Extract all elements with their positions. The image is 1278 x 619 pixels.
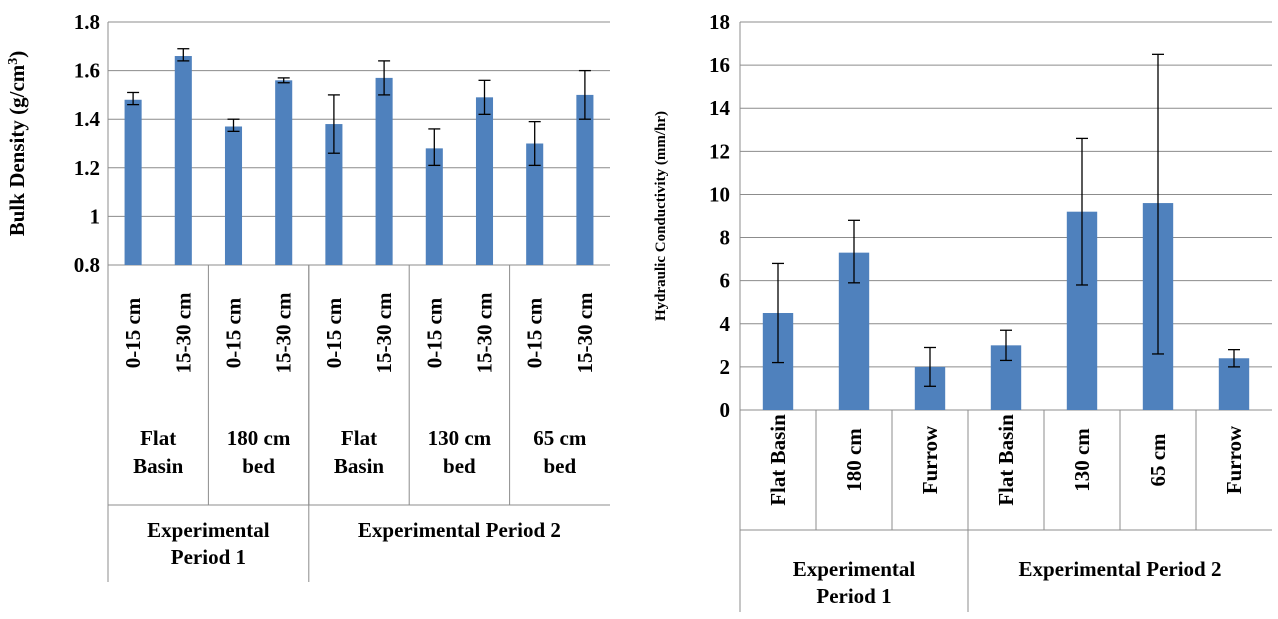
- period-label: Experimental Period 2: [358, 518, 561, 542]
- y-axis-label: Hydraulic Conductivity (mm/hr): [653, 111, 669, 321]
- group-label: 130 cm: [428, 426, 492, 450]
- period-label: Experimental: [793, 557, 916, 581]
- bar: [476, 97, 493, 265]
- y-tick-label: 0: [720, 398, 731, 422]
- category-label: 65 cm: [1146, 433, 1170, 487]
- category-label: 0-15 cm: [322, 297, 346, 368]
- y-tick-label: 18: [709, 10, 730, 34]
- period-label: Period 1: [171, 545, 246, 569]
- y-tick-label: 1.2: [74, 156, 100, 180]
- group-label: bed: [443, 454, 476, 478]
- y-tick-label: 0.8: [74, 253, 100, 277]
- category-label: 0-15 cm: [523, 297, 547, 368]
- category-label: 15-30 cm: [272, 292, 296, 374]
- y-axis-label: Bulk Density (g/cm3): [5, 51, 29, 237]
- category-label: 180 cm: [842, 428, 866, 492]
- period-label: Experimental Period 2: [1019, 557, 1222, 581]
- y-tick-label: 12: [709, 139, 730, 163]
- category-label: 15-30 cm: [573, 292, 597, 374]
- group-label: 65 cm: [533, 426, 587, 450]
- category-label: 15-30 cm: [372, 292, 396, 374]
- bar: [225, 126, 242, 265]
- category-label: 0-15 cm: [422, 297, 446, 368]
- group-label: 180 cm: [227, 426, 291, 450]
- y-tick-label: 10: [709, 182, 730, 206]
- bar: [125, 100, 142, 265]
- group-label: bed: [242, 454, 275, 478]
- period-label: Period 1: [816, 584, 891, 608]
- period-label: Experimental: [147, 518, 270, 542]
- y-tick-label: 4: [720, 312, 731, 336]
- y-tick-label: 1.6: [74, 59, 100, 83]
- category-label: Flat Basin: [766, 414, 790, 506]
- y-tick-label: 1.8: [74, 10, 100, 34]
- group-label: bed: [543, 454, 576, 478]
- category-label: 0-15 cm: [121, 297, 145, 368]
- y-tick-label: 6: [720, 269, 731, 293]
- category-label: 15-30 cm: [171, 292, 195, 374]
- group-label: Basin: [334, 454, 385, 478]
- category-label: Furrow: [1222, 425, 1246, 494]
- bulk-density-chart: 0.8 1 1.2 1.4 1.6 1.8 Bulk Density (g/cm3) 0-15…: [5, 10, 610, 582]
- category-label: 130 cm: [1070, 428, 1094, 492]
- group-label: Flat: [140, 426, 176, 450]
- y-tick-label: 16: [709, 53, 730, 77]
- bar: [175, 56, 192, 265]
- category-label: Flat Basin: [994, 414, 1018, 506]
- y-tick-label: 8: [720, 226, 731, 250]
- bar: [576, 95, 593, 265]
- y-tick-label: 14: [709, 96, 731, 120]
- category-label: 0-15 cm: [222, 297, 246, 368]
- group-label: Basin: [133, 454, 184, 478]
- bar: [275, 80, 292, 265]
- group-label: Flat: [341, 426, 377, 450]
- category-label: Furrow: [918, 425, 942, 494]
- y-tick-label: 1.4: [74, 107, 101, 131]
- y-tick-label: 1: [90, 204, 101, 228]
- bar: [376, 78, 393, 265]
- hydraulic-conductivity-chart: 0 2 4 6 8 10 12 14 16 18 Hydraulic Conductivity (m…: [653, 10, 1272, 612]
- category-label: 15-30 cm: [473, 292, 497, 374]
- y-tick-label: 2: [720, 355, 731, 379]
